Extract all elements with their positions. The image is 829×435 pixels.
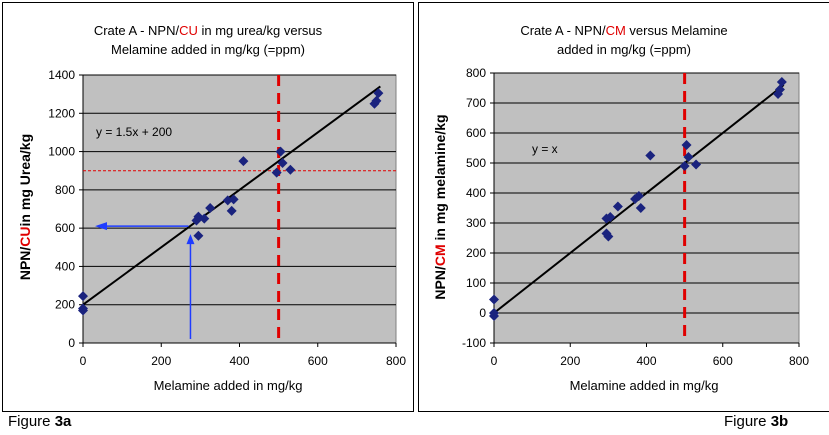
- y-tick-label-a: 1200: [48, 106, 75, 120]
- data-point-a: [205, 203, 216, 214]
- caption-figure-3a: Figure 3a: [8, 413, 71, 430]
- plot-a: 0 200 400 600 800 1000 1200 1400 0 200 400 600 800 y …: [48, 68, 406, 368]
- data-point-a: [285, 164, 296, 175]
- data-point-b: [612, 201, 623, 212]
- data-point-b: [774, 84, 785, 95]
- data-point-a: [373, 88, 384, 99]
- y-tick-label-b: 600: [466, 126, 486, 140]
- arrow-up-head: [186, 234, 195, 245]
- y-tick-label-a: 0: [68, 336, 75, 350]
- title-b-part-1: Crate A - NPN/: [520, 23, 606, 38]
- data-point-a: [228, 194, 239, 205]
- x-axis-label-a: Melamine added in mg/kg: [153, 378, 303, 393]
- data-point-b: [776, 77, 787, 87]
- y-tick-label-b: 500: [466, 156, 486, 170]
- y-tick-label-a: 200: [55, 298, 75, 312]
- title-a-part-3: in mg urea/kg versus: [197, 23, 323, 38]
- x-tick-label-b: 200: [560, 354, 580, 368]
- chart-panel-b: Crate A - NPN/CM versus Melamine added i…: [418, 2, 829, 412]
- title-a-line-2: Melamine added in mg/kg (=ppm): [110, 42, 305, 57]
- y-tick-label-a: 600: [55, 221, 75, 235]
- data-point-b: [681, 140, 692, 150]
- data-point-b: [489, 308, 499, 318]
- chart-panel-a: Crate A - NPN/CU in mg urea/kg versus Me…: [2, 2, 414, 412]
- x-axis-label-b: Melamine added in mg/kg: [569, 378, 719, 393]
- y-tick-label-b: -100: [462, 336, 486, 350]
- data-point-b: [683, 152, 694, 162]
- data-point-b: [635, 203, 646, 213]
- caption-b-number: 3b: [770, 413, 789, 430]
- y-tick-label-a: 1000: [48, 145, 75, 159]
- x-tick-label-a: 600: [308, 354, 328, 368]
- x-tick-label-a: 0: [80, 354, 87, 368]
- data-point-b: [645, 150, 656, 161]
- plot-area-b: [493, 72, 800, 344]
- x-tick-label-b: 600: [713, 354, 733, 368]
- y-tick-label-b: 700: [466, 96, 486, 110]
- data-point-a: [277, 158, 288, 169]
- data-point-a: [226, 205, 237, 216]
- title-b-part-3: versus Melamine: [625, 23, 728, 38]
- title-b-highlight: CM: [605, 23, 626, 38]
- chart-title-a: Crate A - NPN/CU in mg urea/kg versus Me…: [3, 21, 413, 59]
- y-tick-label-b: 200: [466, 246, 486, 260]
- data-point-a: [275, 146, 286, 157]
- data-point-b: [605, 212, 616, 222]
- chart-title-b: Crate A - NPN/CM versus Melamine added i…: [419, 21, 829, 59]
- data-point-b: [679, 161, 690, 171]
- data-point-b: [489, 294, 499, 305]
- x-tick-label-a: 400: [229, 354, 249, 368]
- data-point-a: [271, 167, 282, 178]
- y-tick-label-b: 400: [466, 186, 486, 200]
- data-point-b: [603, 231, 614, 242]
- caption-figure-3b: Figure 3b: [724, 413, 788, 430]
- x-tick-label-b: 400: [636, 354, 656, 368]
- data-point-b: [691, 159, 702, 170]
- arrow-left-head: [95, 222, 107, 231]
- y-tick-label-a: 800: [55, 183, 75, 197]
- data-point-a: [238, 156, 249, 167]
- title-a-highlight: CU: [179, 23, 198, 38]
- y-tick-label-b: 100: [466, 276, 486, 290]
- data-point-a: [78, 291, 88, 302]
- title-b-line-2: added in mg/kg (=ppm): [556, 42, 692, 57]
- x-tick-label-a: 800: [386, 354, 406, 368]
- caption-a-prefix: Figure: [8, 413, 55, 430]
- data-point-a: [193, 230, 204, 241]
- y-tick-label-b: 800: [466, 66, 486, 80]
- trendline-a: [82, 85, 381, 306]
- y-tick-label-a: 1400: [48, 68, 75, 82]
- plot-b: -100 0 100 200 300 400 500 600 700 800 0 200 400 600 8…: [462, 66, 809, 368]
- plot-area-a: [82, 74, 397, 344]
- caption-b-prefix: Figure: [724, 413, 771, 430]
- y-tick-label-b: 0: [479, 306, 486, 320]
- equation-label-b: y = x: [532, 142, 558, 156]
- x-tick-label-b: 800: [789, 354, 809, 368]
- caption-a-number: 3a: [54, 413, 72, 430]
- data-point-a: [371, 95, 382, 106]
- y-tick-label-b: 300: [466, 216, 486, 230]
- equation-label-a: y = 1.5x + 200: [96, 125, 172, 139]
- y-tick-label-a: 400: [55, 259, 75, 273]
- x-tick-label-b: 0: [491, 354, 498, 368]
- data-point-a: [78, 303, 88, 314]
- x-tick-label-a: 200: [151, 354, 171, 368]
- title-a-part-1: Crate A - NPN/: [93, 23, 180, 38]
- data-point-a: [199, 213, 210, 224]
- data-point-b: [633, 191, 644, 201]
